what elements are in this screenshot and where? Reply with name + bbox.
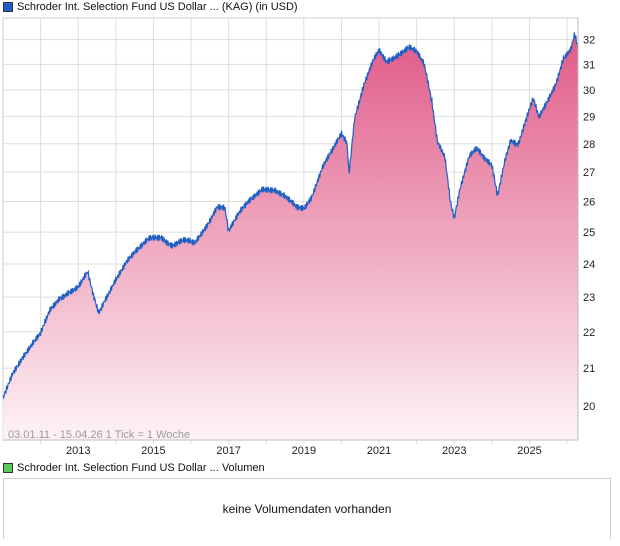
y-tick-label: 24 bbox=[583, 259, 595, 271]
volume-legend: Schroder Int. Selection Fund US Dollar .… bbox=[3, 462, 265, 474]
volume-panel: keine Volumendaten vorhanden bbox=[3, 478, 611, 539]
y-tick-label: 27 bbox=[583, 167, 595, 179]
y-tick-label: 30 bbox=[583, 85, 595, 97]
y-tick-label: 25 bbox=[583, 227, 595, 239]
x-tick-label: 2017 bbox=[216, 445, 240, 457]
x-tick-label: 2023 bbox=[442, 445, 466, 457]
y-tick-label: 28 bbox=[583, 139, 595, 151]
y-tick-label: 32 bbox=[583, 35, 595, 47]
y-tick-label: 31 bbox=[583, 59, 595, 71]
y-tick-label: 29 bbox=[583, 111, 595, 123]
volume-legend-swatch bbox=[3, 463, 13, 473]
x-tick-label: 2021 bbox=[367, 445, 391, 457]
y-tick-label: 26 bbox=[583, 197, 595, 209]
y-tick-label: 23 bbox=[583, 292, 595, 304]
volume-chart-title: Schroder Int. Selection Fund US Dollar .… bbox=[17, 462, 265, 474]
volume-empty-message: keine Volumendaten vorhanden bbox=[222, 502, 392, 516]
y-tick-label: 22 bbox=[583, 327, 595, 339]
range-label: 03.01.11 - 15.04.26 1 Tick = 1 Woche bbox=[8, 429, 190, 441]
x-tick-label: 2015 bbox=[141, 445, 165, 457]
price-area bbox=[3, 32, 578, 441]
price-chart-title: Schroder Int. Selection Fund US Dollar .… bbox=[17, 1, 298, 13]
x-tick-label: 2025 bbox=[517, 445, 541, 457]
price-line bbox=[2, 32, 579, 400]
x-tick-label: 2013 bbox=[66, 445, 90, 457]
price-legend-swatch bbox=[3, 2, 13, 12]
y-tick-label: 21 bbox=[583, 363, 595, 375]
y-tick-label: 20 bbox=[583, 401, 595, 413]
price-legend: Schroder Int. Selection Fund US Dollar .… bbox=[3, 1, 298, 13]
x-tick-label: 2019 bbox=[292, 445, 316, 457]
